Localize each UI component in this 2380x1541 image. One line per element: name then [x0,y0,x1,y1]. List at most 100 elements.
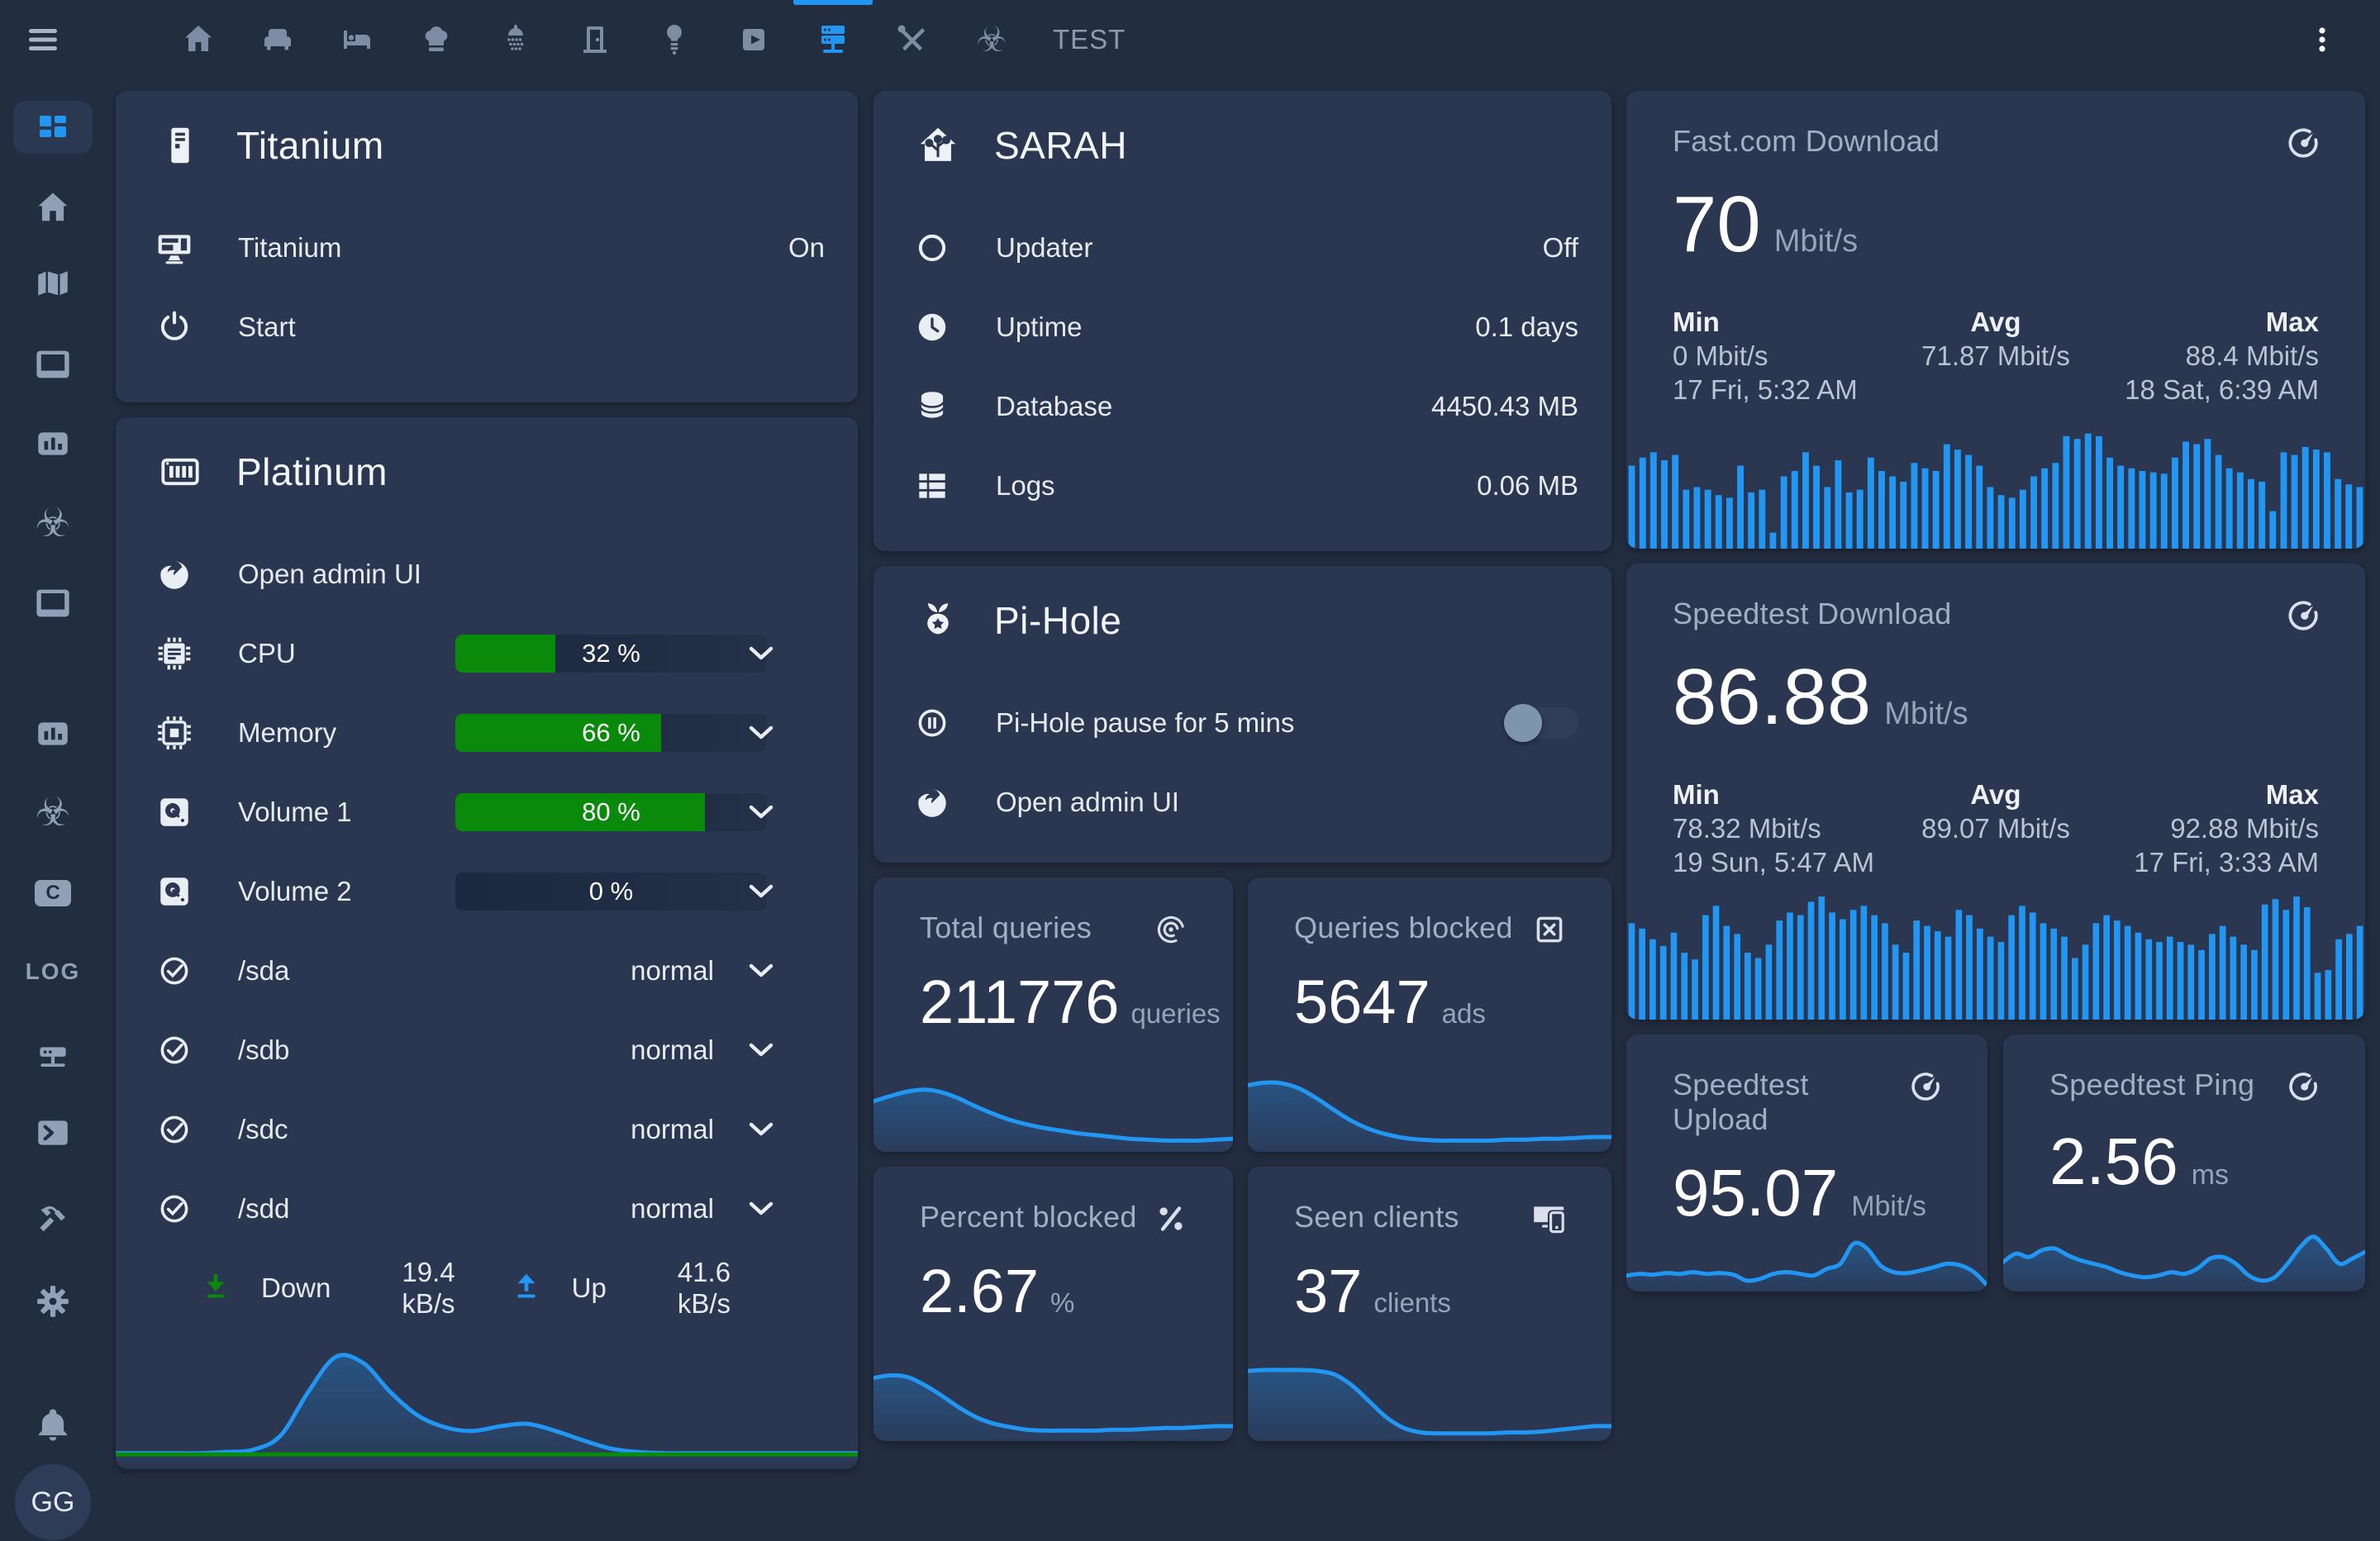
sidebar-item-settings[interactable] [29,1282,77,1321]
entity-row-logs[interactable]: Logs 0.06 MB [873,446,1611,526]
disk-row-sdc[interactable]: /sdc normal [116,1090,858,1169]
sofa-icon [259,21,296,58]
sidebar-item-dashboard[interactable] [13,101,93,154]
circle-outline-icon [913,229,951,267]
memory-progress-bar: 66 % [455,714,767,752]
tab-media[interactable] [714,0,793,79]
tab-bathroom[interactable] [476,0,555,79]
overflow-menu-icon[interactable] [2297,15,2347,64]
entity-row-open-admin[interactable]: Open admin UI [873,763,1611,842]
menu-icon[interactable] [18,15,68,64]
gauge-row-cpu[interactable]: CPU 32 % [116,614,858,693]
stat-unit: queries [1130,998,1221,1029]
chef-hat-icon [418,21,455,58]
speedometer-icon [2284,124,2322,162]
upload-label: Up [571,1272,607,1303]
tab-lights[interactable] [635,0,714,79]
firefox-icon [913,783,951,821]
gauge-row-volume1[interactable]: Volume 1 80 % [116,773,858,852]
tab-test[interactable]: TEST [1031,0,1147,79]
entity-row-pihole-pause[interactable]: Pi-Hole pause for 5 mins [873,683,1611,763]
sidebar-item-devtools[interactable] [29,1201,77,1241]
pihole-icon [916,599,959,642]
tab-livingroom[interactable] [238,0,317,79]
sidebar-item-terminal[interactable] [29,1113,77,1153]
entity-row-database[interactable]: Database 4450.43 MB [873,367,1611,446]
chevron-down-icon[interactable] [742,635,780,673]
entity-row-open-admin[interactable]: Open admin UI [116,535,858,614]
disk-label: /sdd [238,1193,290,1224]
chevron-down-icon[interactable] [742,714,780,752]
progress-fill [455,714,661,752]
titanium-header: Titanium [116,91,858,172]
sidebar-item-stats[interactable] [29,424,77,464]
dashboard-tabs: ☣ TEST [159,0,1147,79]
tab-biohazard[interactable]: ☣ [952,0,1031,79]
volume2-progress-bar: 0 % [455,873,767,911]
chevron-down-icon[interactable] [742,873,780,911]
disk-row-sda[interactable]: /sda normal [116,931,858,1011]
gauge-row-volume2[interactable]: Volume 2 0 % [116,852,858,931]
entity-row-updater[interactable]: Updater Off [873,208,1611,288]
max-label: Max [2265,306,2319,337]
home-icon [180,21,217,58]
chevron-down-icon[interactable] [742,1031,780,1069]
tab-home[interactable] [159,0,238,79]
tablet-icon [33,345,73,384]
card-pihole: Pi-Hole Pi-Hole pause for 5 mins Open ad… [873,566,1611,863]
tab-kitchen[interactable] [397,0,476,79]
disk-row-sdd[interactable]: /sdd normal [116,1169,858,1248]
sidebar-item-biohazard-2[interactable]: ☣ [30,792,75,833]
tab-bedroom[interactable] [317,0,397,79]
card-speedtest-download: Speedtest Download 86.88 Mbit/s Min 78.32 … [1626,564,2365,1020]
sidebar-item-map[interactable] [29,265,77,305]
card-title: Titanium [236,124,384,167]
check-circle-icon [155,1190,193,1228]
speedtest-ping-chart [2003,1199,2365,1291]
sidebar-item-network[interactable] [29,1039,77,1078]
entity-state[interactable]: On [788,232,825,263]
desktop-monitor-icon [155,229,193,267]
sidebar-item-c[interactable]: C [30,879,76,907]
download-value: 19.4 kB/s [402,1257,455,1319]
entity-row-uptime[interactable]: Uptime 0.1 days [873,288,1611,367]
door-icon [577,21,613,58]
sidebar-item-biohazard[interactable]: ☣ [30,502,75,544]
metric-value: 95.07 [1673,1156,1839,1229]
card-queries-blocked: Queries blocked 5647 ads [1248,878,1611,1152]
sidebar-item-notifications[interactable] [28,1404,78,1445]
chevron-down-icon[interactable] [742,1111,780,1149]
chart-box-icon [34,715,72,753]
chevron-down-icon[interactable] [742,952,780,990]
chevron-down-icon[interactable] [742,793,780,831]
monitor-cellphone-icon [1530,1200,1568,1238]
sidebar-item-tablet[interactable] [28,344,78,385]
gauge-row-memory[interactable]: Memory 66 % [116,693,858,773]
sidebar-item-stats-2[interactable] [29,714,77,754]
console-icon [34,1114,72,1152]
sarah-header: SARAH [873,91,1611,172]
tools-icon [894,21,931,58]
entity-label: Database [996,391,1113,421]
user-avatar[interactable]: GG [10,1463,96,1541]
disk-label: /sdb [238,1034,290,1065]
entity-state: 0.06 MB [1477,470,1578,501]
sidebar-item-tablet-2[interactable] [28,583,78,624]
metric-title: Speedtest Ping [2049,1068,2255,1101]
min-label: Min [1673,306,1720,337]
tab-tools[interactable] [873,0,952,79]
sidebar-item-log[interactable]: LOG [21,958,86,986]
entity-label: Titanium [238,232,342,263]
tab-hallway[interactable] [555,0,635,79]
total-queries-chart [873,1054,1233,1152]
chevron-down-icon[interactable] [742,1190,780,1228]
video-play-icon [735,21,772,58]
card-title: SARAH [994,124,1127,167]
entity-row-start-button[interactable]: Start [116,288,858,367]
entity-row-titanium-switch[interactable]: Titanium On [116,208,858,288]
pihole-pause-toggle[interactable] [1504,704,1578,742]
disk-row-sdb[interactable]: /sdb normal [116,1011,858,1090]
sidebar-item-home[interactable] [28,188,78,229]
tab-servers-active[interactable] [793,0,873,79]
min-avg-max: Min 0 Mbit/s 17 Fri, 5:32 AM Avg 71.87 Mbit… [1626,267,2365,407]
